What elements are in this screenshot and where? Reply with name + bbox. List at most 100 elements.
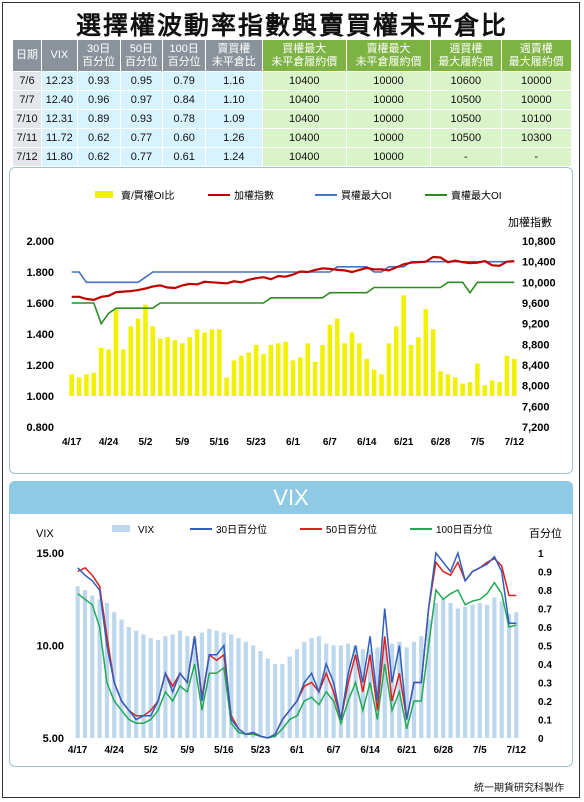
table-cell: 7/10 (12, 109, 42, 129)
table-cell: 1.09 (205, 109, 263, 129)
bar (460, 383, 465, 396)
y-tick-label: 1.800 (26, 267, 54, 279)
table-cell: 0.61 (162, 147, 207, 167)
x-tick-label: 5/16 (214, 745, 234, 756)
bar (143, 304, 148, 396)
bar (69, 374, 74, 396)
table-cell: 10500 (430, 109, 502, 129)
bar (76, 377, 82, 396)
table-cell: 10500 (430, 90, 502, 110)
table-body: 7/6 12.23 0.93 0.95 0.79 1.16 10400 10000 10600 1… (12, 71, 573, 167)
bar (113, 309, 119, 396)
x-tick-label: 4/17 (62, 437, 82, 448)
table-row: 7/12 11.80 0.62 0.77 0.61 1.24 10400 10000- - (12, 147, 573, 167)
bar (185, 636, 190, 738)
bar (386, 343, 392, 396)
bar (283, 341, 288, 396)
y2-tick-label: 0.2 (538, 697, 552, 708)
bar (433, 602, 439, 738)
footer-credit: 統一期貨研究科製作 (474, 783, 564, 794)
x-tick-label: 6/1 (290, 745, 304, 756)
table-cell: 0.79 (162, 71, 207, 91)
table-cell: 7/12 (12, 147, 42, 167)
page-title: 選擇權波動率指數與賣買權未平倉比 (75, 12, 508, 40)
bar (207, 628, 212, 738)
bar (349, 332, 355, 396)
table-cell: 10100 (500, 109, 573, 129)
bar (112, 612, 117, 738)
table-cell: 0.62 (76, 128, 121, 148)
bar (91, 372, 97, 396)
bar (312, 361, 318, 396)
x-tick-label: 6/7 (323, 437, 337, 448)
bar (452, 377, 458, 396)
x-tick-label: 6/14 (360, 745, 380, 756)
bar (265, 658, 270, 738)
y2-tick-label: 1 (538, 549, 544, 560)
y2-tick-label: 0.4 (538, 660, 552, 671)
x-tick-label: 7/12 (507, 745, 527, 756)
bar (368, 649, 373, 738)
table-cell: 1.24 (205, 147, 263, 167)
bar (236, 638, 241, 738)
bar (229, 634, 234, 738)
bar (246, 352, 252, 396)
oi-chart-panel: 賣/買權OI比 加權指數 買權最大OI 賣權最大OI 加權指數 2.000 1.800 1.6… (9, 167, 573, 474)
table-cell: 12.23 (40, 71, 78, 91)
table-cell: 10000 (500, 71, 573, 91)
column-header: 賣權最大 未平倉履約價 (345, 39, 432, 72)
column-header: 週賣權 最大履約價 (500, 39, 573, 72)
bar (199, 632, 205, 738)
bar (506, 614, 512, 738)
y2-tick-label: 7,600 (522, 401, 550, 413)
bar (364, 358, 370, 396)
table-cell: 10400 (261, 147, 347, 167)
table-header-row: 日期 VIX 30日 百分位 50日 百分位 100日 百分位 賣買權 未平倉比 買權最大 未平倉履約… (12, 39, 573, 72)
legend-label: 100日百分位 (436, 523, 493, 536)
bar (157, 338, 163, 396)
table-cell: 0.93 (119, 109, 164, 129)
y2-tick-label: 8,800 (522, 339, 550, 351)
x-tick-label: 6/1 (286, 437, 300, 448)
table-cell: 0.89 (76, 109, 121, 129)
column-header: 買權最大 未平倉履約價 (261, 39, 347, 72)
bar (119, 619, 124, 738)
bar (316, 636, 322, 738)
bar (492, 597, 497, 738)
table-cell: 10600 (430, 71, 502, 91)
bar (401, 295, 406, 396)
table-cell: 10400 (261, 128, 347, 148)
series-line (71, 255, 515, 302)
bar (360, 649, 365, 738)
x-tick-label: 5/2 (139, 437, 153, 448)
table-cell: 0.77 (119, 128, 164, 148)
table-cell: 7/7 (12, 90, 42, 110)
table-cell: 10000 (500, 90, 573, 110)
y-tick-label: 10.00 (36, 641, 64, 653)
series-line (71, 281, 515, 326)
table-cell: 10500 (430, 128, 502, 148)
y2-tick-label: 0 (538, 734, 544, 745)
y-tick-label: 1.200 (26, 360, 54, 372)
bar (298, 357, 303, 396)
y2-tick-label: 0.8 (538, 586, 552, 597)
bar (194, 329, 200, 396)
bar (97, 599, 102, 738)
column-header: 日期 (12, 39, 42, 72)
bar (84, 374, 89, 396)
table-cell: - (500, 147, 573, 167)
bar (379, 374, 384, 396)
x-tick-label: 6/7 (327, 745, 341, 756)
bar (155, 639, 161, 738)
bar (221, 632, 226, 738)
bar (309, 638, 314, 738)
table-cell: 10000 (345, 109, 432, 129)
table-cell: 7/6 (12, 71, 42, 91)
table-row: 7/7 12.40 0.96 0.97 0.84 1.10 10400 10000 10500 1… (12, 90, 573, 110)
bar (272, 664, 278, 738)
y-tick-label: 1.600 (26, 298, 54, 310)
table-cell: 0.77 (119, 147, 164, 167)
x-tick-label: 5/9 (175, 437, 189, 448)
table-cell: 12.31 (40, 109, 78, 129)
bar (150, 326, 156, 396)
